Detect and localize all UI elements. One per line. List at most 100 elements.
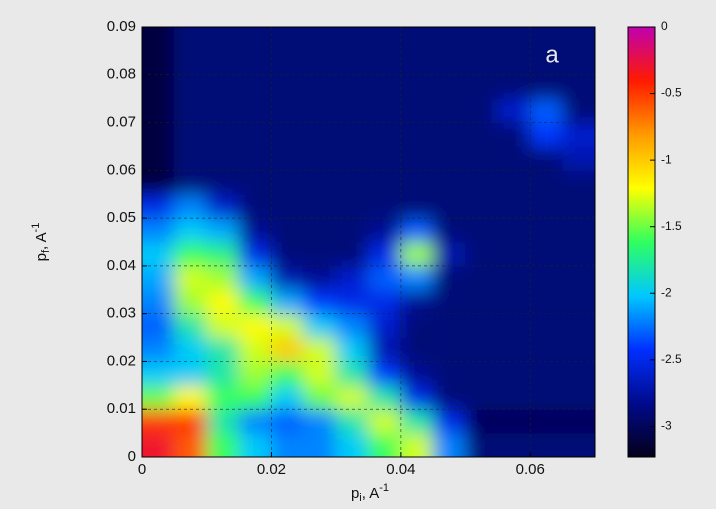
heat-cell <box>206 193 240 219</box>
heat-cell <box>173 408 208 434</box>
heat-cell <box>303 337 337 362</box>
heat-cell <box>529 145 564 171</box>
heat-cell <box>432 122 467 147</box>
heat-cell <box>142 122 175 147</box>
heat-cell <box>173 432 208 457</box>
heat-cell <box>173 145 208 171</box>
heat-cell <box>432 217 467 243</box>
heat-cell <box>497 122 531 147</box>
heat-cell <box>142 27 175 52</box>
heat-cell <box>432 50 467 76</box>
heat-cell <box>562 241 595 267</box>
heat-cell <box>400 241 434 267</box>
colorbar-tick-label: -3 <box>661 419 672 433</box>
heat-cell <box>173 98 208 124</box>
heat-cell <box>270 337 305 362</box>
heat-cell <box>270 265 305 291</box>
heat-cell <box>529 74 564 100</box>
heat-cell <box>238 337 272 362</box>
heat-cell <box>562 145 595 171</box>
heat-cell <box>206 145 240 171</box>
heat-cell <box>529 98 564 124</box>
heat-cell <box>529 289 564 315</box>
heat-cell <box>529 265 564 291</box>
y-tick-label: 0.03 <box>107 305 136 322</box>
heat-cell <box>368 384 402 410</box>
heat-cell <box>303 289 337 315</box>
heat-cell <box>335 193 369 219</box>
heat-cell <box>465 193 499 219</box>
heatmap <box>142 27 595 457</box>
heat-cell <box>497 408 531 434</box>
heat-cell <box>465 384 499 410</box>
heat-cell <box>238 408 272 434</box>
heat-cell <box>303 313 337 339</box>
heat-cell <box>303 217 337 243</box>
heat-cell <box>529 193 564 219</box>
heat-cell <box>206 122 240 147</box>
y-axis-label: pf, A-1 <box>30 223 52 262</box>
heat-cell <box>400 337 434 362</box>
heat-cell <box>497 337 531 362</box>
heat-cell <box>206 265 240 291</box>
x-tick-label: 0 <box>138 461 146 478</box>
x-tick-label: 0.02 <box>257 461 286 478</box>
heat-cell <box>562 169 595 195</box>
heat-cell <box>142 169 175 195</box>
heat-cell <box>335 98 369 124</box>
heat-cell <box>497 384 531 410</box>
heat-cell <box>335 408 369 434</box>
heat-cell <box>400 313 434 339</box>
heat-cell <box>173 313 208 339</box>
heat-cell <box>432 313 467 339</box>
heat-cell <box>142 193 175 219</box>
heat-cell <box>206 408 240 434</box>
heat-cell <box>529 27 564 52</box>
heat-cell <box>238 265 272 291</box>
heat-cell <box>335 337 369 362</box>
heat-cell <box>432 408 467 434</box>
heat-cell <box>142 217 175 243</box>
heat-cell <box>400 289 434 315</box>
heat-cell <box>142 145 175 171</box>
heat-cell <box>562 289 595 315</box>
heat-cell <box>368 74 402 100</box>
colorbar-tick-label: -1 <box>661 152 672 166</box>
y-tick-label: 0.06 <box>107 161 136 178</box>
heat-cell <box>529 217 564 243</box>
heat-cell <box>368 98 402 124</box>
heat-cell <box>400 408 434 434</box>
heat-cell <box>465 313 499 339</box>
heat-cell <box>270 193 305 219</box>
heat-cell <box>465 289 499 315</box>
heat-cell <box>335 145 369 171</box>
heat-cell <box>432 432 467 457</box>
heat-cell <box>142 74 175 100</box>
heat-cell <box>432 337 467 362</box>
heat-cell <box>465 50 499 76</box>
heat-cell <box>142 50 175 76</box>
heat-cell <box>238 432 272 457</box>
heat-cell <box>206 98 240 124</box>
heat-cell <box>465 432 499 457</box>
heat-cell <box>368 313 402 339</box>
heat-cell <box>238 289 272 315</box>
y-tick-label: 0.09 <box>107 18 136 35</box>
heat-cell <box>562 217 595 243</box>
heat-cell <box>562 408 595 434</box>
heat-cell <box>465 360 499 386</box>
heat-cell <box>400 122 434 147</box>
heat-cell <box>368 145 402 171</box>
heat-cell <box>173 384 208 410</box>
heat-cell <box>432 241 467 267</box>
heat-cell <box>400 384 434 410</box>
heat-cell <box>206 217 240 243</box>
heat-cell <box>335 384 369 410</box>
heat-cell <box>368 169 402 195</box>
heat-cell <box>303 169 337 195</box>
heat-cell <box>238 384 272 410</box>
heat-cell <box>173 289 208 315</box>
heat-cell <box>497 74 531 100</box>
heat-cell <box>303 193 337 219</box>
